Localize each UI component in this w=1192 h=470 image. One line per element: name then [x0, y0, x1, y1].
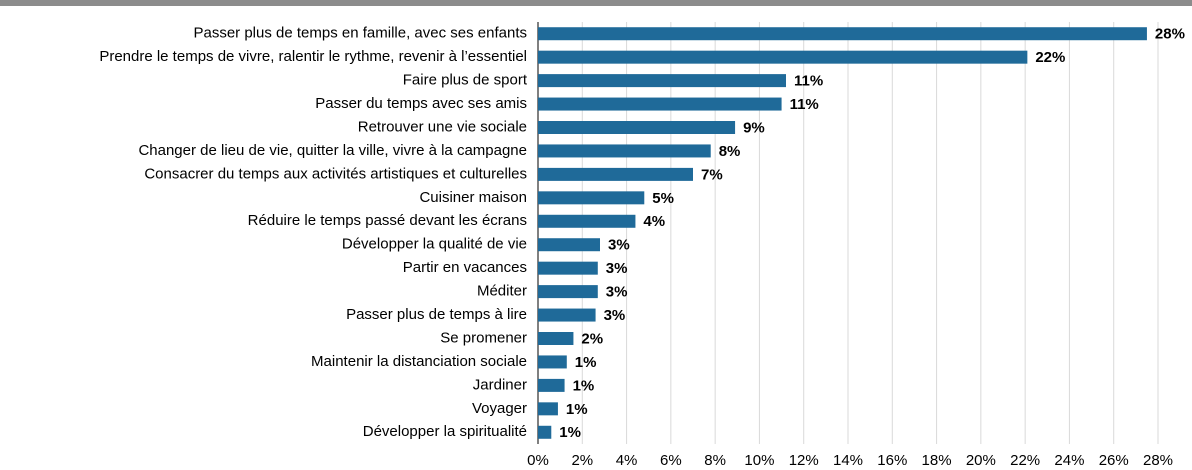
value-label: 3%: [604, 307, 626, 324]
bar: [538, 308, 596, 322]
y-tick-label: Consacrer du temps aux activités artisti…: [144, 165, 527, 182]
value-label: 3%: [606, 260, 628, 277]
x-tick-label: 16%: [877, 452, 907, 469]
x-tick-label: 14%: [833, 452, 863, 469]
value-label: 1%: [566, 401, 588, 418]
value-label: 2%: [581, 330, 603, 347]
x-tick-label: 10%: [744, 452, 774, 469]
x-tick-label: 6%: [660, 452, 682, 469]
y-tick-label: Maintenir la distanciation sociale: [311, 353, 527, 370]
x-tick-label: 20%: [966, 452, 996, 469]
y-tick-label: Développer la spiritualité: [363, 423, 527, 440]
bar: [538, 332, 574, 345]
y-tick-label: Faire plus de sport: [403, 72, 528, 89]
y-tick-label: Passer plus de temps à lire: [346, 306, 527, 323]
value-label: 8%: [719, 143, 741, 160]
bar: [538, 97, 782, 111]
bar: [538, 425, 552, 439]
value-label: 11%: [794, 73, 823, 90]
y-tick-label: Changer de lieu de vie, quitter la ville…: [138, 142, 527, 159]
x-tick-label: 28%: [1143, 452, 1173, 469]
x-tick-label: 0%: [527, 452, 549, 469]
x-tick-label: 4%: [616, 452, 638, 469]
bar: [538, 191, 645, 205]
y-tick-label: Passer plus de temps en famille, avec se…: [193, 25, 527, 42]
x-tick-label: 12%: [789, 452, 819, 469]
bar: [538, 355, 567, 369]
bar: [538, 261, 598, 275]
value-label: 22%: [1035, 49, 1065, 66]
value-label: 28%: [1155, 26, 1185, 43]
bar: [538, 378, 565, 392]
y-tick-label: Voyager: [472, 400, 527, 417]
value-label: 5%: [652, 190, 674, 207]
y-tick-label: Jardiner: [473, 376, 527, 393]
top-rule: [0, 0, 1192, 6]
bar: [538, 27, 1147, 41]
value-label: 4%: [643, 213, 665, 230]
value-label: 1%: [575, 354, 597, 371]
y-tick-label: Cuisiner maison: [419, 189, 527, 206]
bar: [538, 121, 736, 134]
bar: [538, 74, 786, 88]
y-tick-label: Réduire le temps passé devant les écrans: [248, 212, 527, 229]
y-tick-label: Retrouver une vie sociale: [358, 118, 527, 135]
value-label: 1%: [559, 424, 581, 441]
y-tick-label: Passer du temps avec ses amis: [315, 95, 527, 112]
bar: [538, 50, 1028, 64]
bar: [538, 214, 636, 228]
x-tick-label: 26%: [1099, 452, 1129, 469]
x-tick-label: 2%: [571, 452, 593, 469]
value-label: 11%: [790, 96, 819, 113]
y-tick-label: Se promener: [440, 329, 527, 346]
x-tick-label: 18%: [922, 452, 952, 469]
bar: [538, 238, 600, 252]
y-tick-label: Méditer: [477, 283, 527, 300]
value-label: 9%: [743, 119, 765, 136]
value-label: 7%: [701, 166, 723, 183]
y-tick-label: Partir en vacances: [403, 259, 527, 276]
x-tick-label: 8%: [704, 452, 726, 469]
value-label: 3%: [608, 237, 630, 254]
bar: [538, 402, 558, 416]
bar: [538, 167, 693, 181]
x-tick-label: 24%: [1054, 452, 1084, 469]
bar: [538, 144, 711, 158]
y-tick-label: Prendre le temps de vivre, ralentir le r…: [99, 48, 527, 65]
x-tick-label: 22%: [1010, 452, 1040, 469]
value-label: 3%: [606, 284, 628, 301]
y-tick-label: Développer la qualité de vie: [342, 236, 527, 253]
value-label: 1%: [573, 377, 595, 394]
bar: [538, 285, 598, 299]
